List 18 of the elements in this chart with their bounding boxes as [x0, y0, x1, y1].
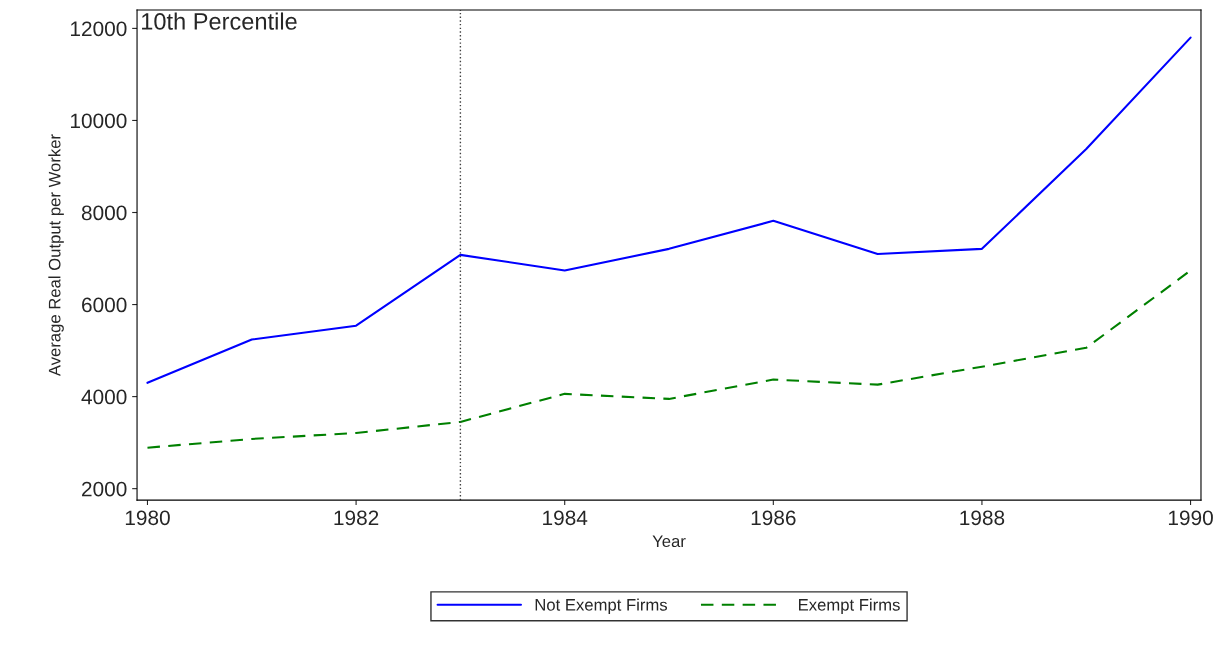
x-tick-label: 1988 — [960, 510, 1005, 526]
x-tick-label: 1982 — [334, 510, 379, 526]
y-tick-label: 10000 — [70, 113, 127, 129]
x-axis-title: Year — [652, 535, 686, 548]
chart-title: 10th Percentile — [142, 12, 297, 30]
x-tick-label: 1980 — [125, 510, 170, 526]
y-tick-label: 6000 — [82, 297, 127, 313]
legend-label: Not Exempt Firms — [535, 598, 668, 615]
x-tick-label: 1986 — [751, 510, 796, 526]
legend-label: Exempt Firms — [799, 598, 900, 615]
x-tick-label: 1990 — [1168, 510, 1213, 526]
y-tick-label: 4000 — [81, 389, 127, 405]
y-tick-label: 8000 — [81, 205, 127, 221]
y-tick-label: 12000 — [70, 21, 127, 37]
x-tick-label: 1984 — [543, 510, 588, 526]
line-series — [146, 36, 1192, 384]
y-tick-label: 2000 — [82, 481, 127, 497]
y-axis-title: Average Real Output per Worker — [48, 134, 64, 377]
